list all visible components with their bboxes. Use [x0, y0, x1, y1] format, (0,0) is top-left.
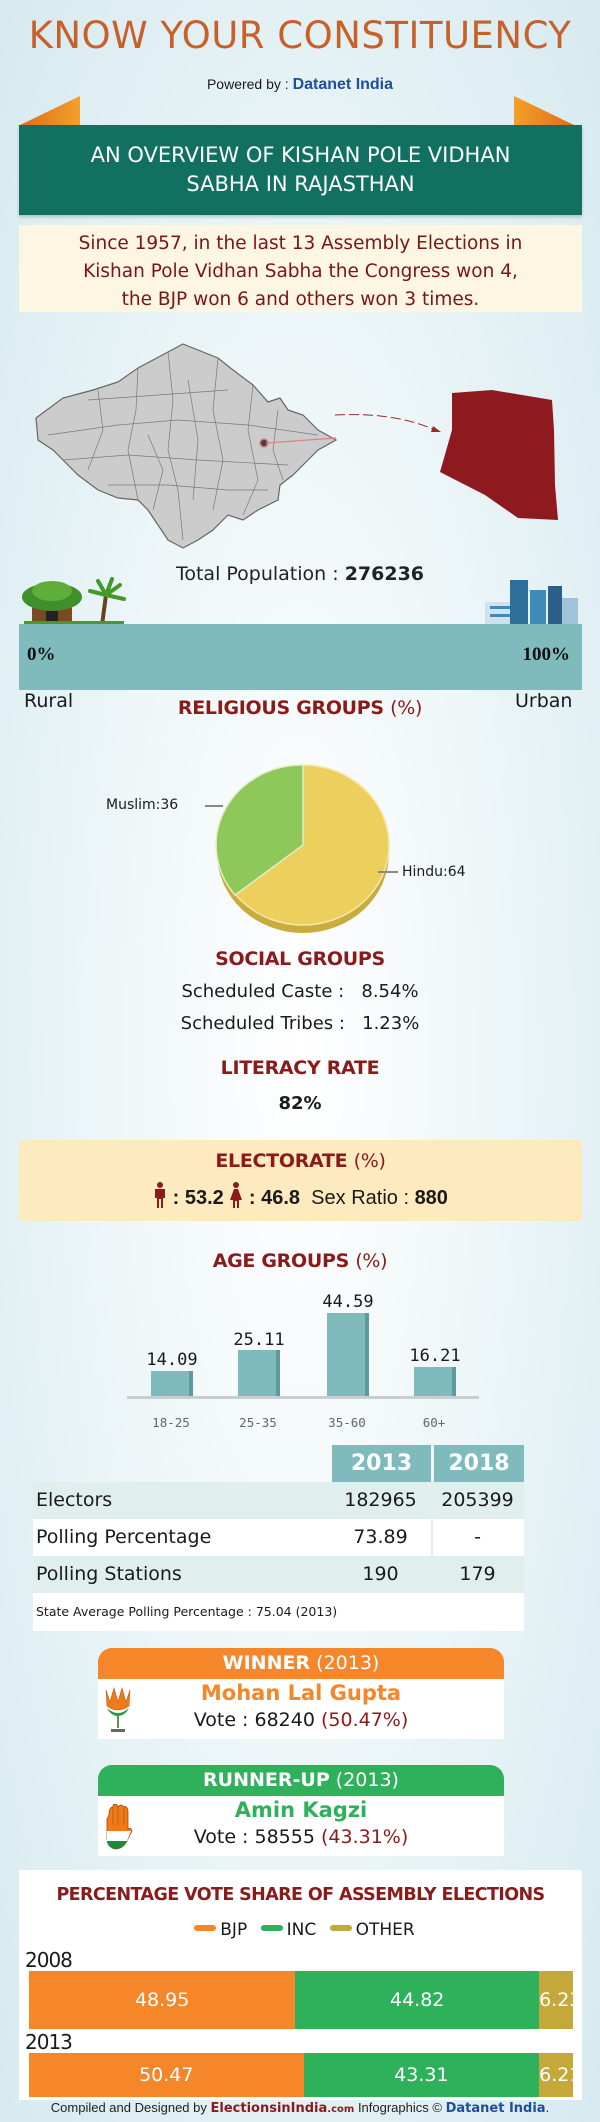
- vote-share-title: PERCENTAGE VOTE SHARE OF ASSEMBLY ELECTI…: [56, 1885, 545, 1905]
- age-bar-18-25: [151, 1371, 193, 1396]
- page-title: KNOW YOUR CONSTITUENCY: [28, 14, 572, 57]
- runner-up-name: Amin Kagzi: [234, 1798, 368, 1822]
- bjp-legend-swatch: [194, 1925, 217, 1931]
- inc-segment: 44.82: [295, 1971, 540, 2029]
- table-row: Polling Percentage 73.89 -: [33, 1519, 524, 1556]
- urban-label: Urban: [515, 690, 573, 712]
- winner-name: Mohan Lal Gupta: [200, 1681, 402, 1705]
- inc-hand-icon: [106, 1803, 133, 1850]
- age-groups-chart: 14.09 25.11 44.59 16.21: [125, 1290, 480, 1425]
- scheduled-tribes: Scheduled Tribes : 1.23%: [180, 1013, 420, 1034]
- table-row: Polling Stations 190 179: [33, 1556, 524, 1593]
- vote-share-bar-2013: 50.47 43.31 6.21: [29, 2053, 573, 2097]
- age-value: 14.09: [146, 1350, 198, 1370]
- datanet-logo: Datanet India: [292, 76, 394, 93]
- village-hut-icon: [22, 577, 126, 625]
- electorate-title: ELECTORATE (%): [215, 1150, 386, 1172]
- other-segment: 6.23: [539, 1971, 573, 2029]
- female-percentage: : 46.8: [248, 1187, 301, 1209]
- map-pointer-arrow: [335, 414, 441, 432]
- state-average-note: State Average Polling Percentage : 75.04…: [33, 1593, 524, 1631]
- runner-up-vote: Vote : 58555 (43.31%): [193, 1826, 409, 1848]
- rural-label: Rural: [24, 690, 74, 712]
- age-category: 18-25: [152, 1415, 190, 1430]
- footer-credits: Compiled and Designed by ElectionsinIndi…: [50, 2100, 550, 2116]
- age-category: 60+: [422, 1415, 446, 1430]
- age-category: 35-60: [328, 1415, 366, 1430]
- age-value: 16.21: [409, 1346, 461, 1366]
- age-chart-axis: [127, 1396, 479, 1399]
- rural-percentage: 0%: [27, 644, 56, 665]
- year-label-2008: 2008: [25, 1948, 73, 1972]
- city-buildings-icon: [485, 580, 578, 624]
- religion-pie-chart: [215, 764, 390, 933]
- winner-card: WINNER (2013) Mohan Lal Gupta Vote : 682…: [98, 1648, 504, 1739]
- electorate-panel: ELECTORATE (%) : 53.2 : 46.8 Sex Ratio :…: [19, 1140, 582, 1221]
- year-label-2013: 2013: [25, 2030, 73, 2054]
- ribbon-fold-right: [514, 96, 576, 126]
- bjp-lotus-icon: [105, 1686, 131, 1732]
- winner-header: WINNER (2013): [98, 1648, 504, 1679]
- table-header-2018: 2018: [434, 1445, 524, 1482]
- constituency-shape-icon: [440, 390, 558, 520]
- electorate-values: : 53.2 : 46.8 Sex Ratio : 880: [19, 1182, 582, 1210]
- religious-groups-title: RELIGIOUS GROUPS (%): [177, 697, 423, 719]
- winner-vote: Vote : 68240 (50.47%): [193, 1709, 409, 1731]
- male-icon: [155, 1182, 166, 1208]
- election-summary: Since 1957, in the last 13 Assembly Elec…: [19, 225, 582, 312]
- table-header-2013: 2013: [332, 1445, 431, 1482]
- electionsinindia-logo: ElectionsinIndia.com: [210, 2101, 355, 2116]
- rajasthan-map-icon: [35, 343, 338, 549]
- muslim-label: Muslim:36: [106, 797, 179, 813]
- total-population: Total Population : 276236: [175, 563, 425, 585]
- vote-share-bar-2008: 48.95 44.82 6.23: [29, 1971, 573, 2029]
- table-row: Electors 182965 205399: [33, 1482, 524, 1519]
- age-category: 25-35: [239, 1415, 277, 1430]
- bjp-segment: 50.47: [29, 2053, 304, 2097]
- overview-ribbon: AN OVERVIEW OF KISHAN POLE VIDHAN SABHA …: [19, 125, 582, 215]
- hindu-label: Hindu:64: [402, 864, 466, 880]
- other-segment: 6.21: [539, 2053, 573, 2097]
- runner-up-header: RUNNER-UP (2013): [98, 1765, 504, 1796]
- inc-legend-swatch: [260, 1925, 283, 1931]
- vote-share-panel: PERCENTAGE VOTE SHARE OF ASSEMBLY ELECTI…: [19, 1870, 582, 2100]
- other-legend-swatch: [329, 1925, 352, 1931]
- female-icon: [230, 1182, 243, 1208]
- literacy-rate-value: 82%: [278, 1093, 322, 1114]
- age-groups-title: AGE GROUPS (%): [212, 1250, 388, 1272]
- muslim-leader-line: [205, 805, 223, 807]
- age-value: 44.59: [322, 1292, 374, 1312]
- ribbon-fold-left: [18, 96, 80, 126]
- social-groups-title: SOCIAL GROUPS: [215, 948, 385, 970]
- age-value: 25.11: [233, 1330, 285, 1350]
- literacy-rate-title: LITERACY RATE: [220, 1057, 380, 1079]
- rural-urban-bar: 0% 100%: [19, 624, 582, 690]
- age-bar-35-60: [327, 1313, 369, 1396]
- scheduled-caste: Scheduled Caste : 8.54%: [181, 981, 419, 1002]
- male-percentage: : 53.2: [172, 1187, 224, 1209]
- powered-by: Powered by : Datanet India: [206, 76, 394, 93]
- age-bar-60plus: [414, 1367, 456, 1396]
- inc-segment: 43.31: [303, 2053, 540, 2097]
- datanet-footer-logo: Datanet India: [445, 2101, 546, 2116]
- vote-share-legend: BJP INC OTHER: [19, 1920, 582, 1940]
- urban-percentage: 100%: [522, 644, 571, 665]
- bjp-segment: 48.95: [29, 1971, 296, 2029]
- age-bar-25-35: [238, 1350, 280, 1396]
- runner-up-card: RUNNER-UP (2013) Amin Kagzi Vote : 58555…: [98, 1765, 504, 1856]
- hindu-leader-line: [378, 871, 398, 873]
- sex-ratio-value: 880: [414, 1187, 448, 1209]
